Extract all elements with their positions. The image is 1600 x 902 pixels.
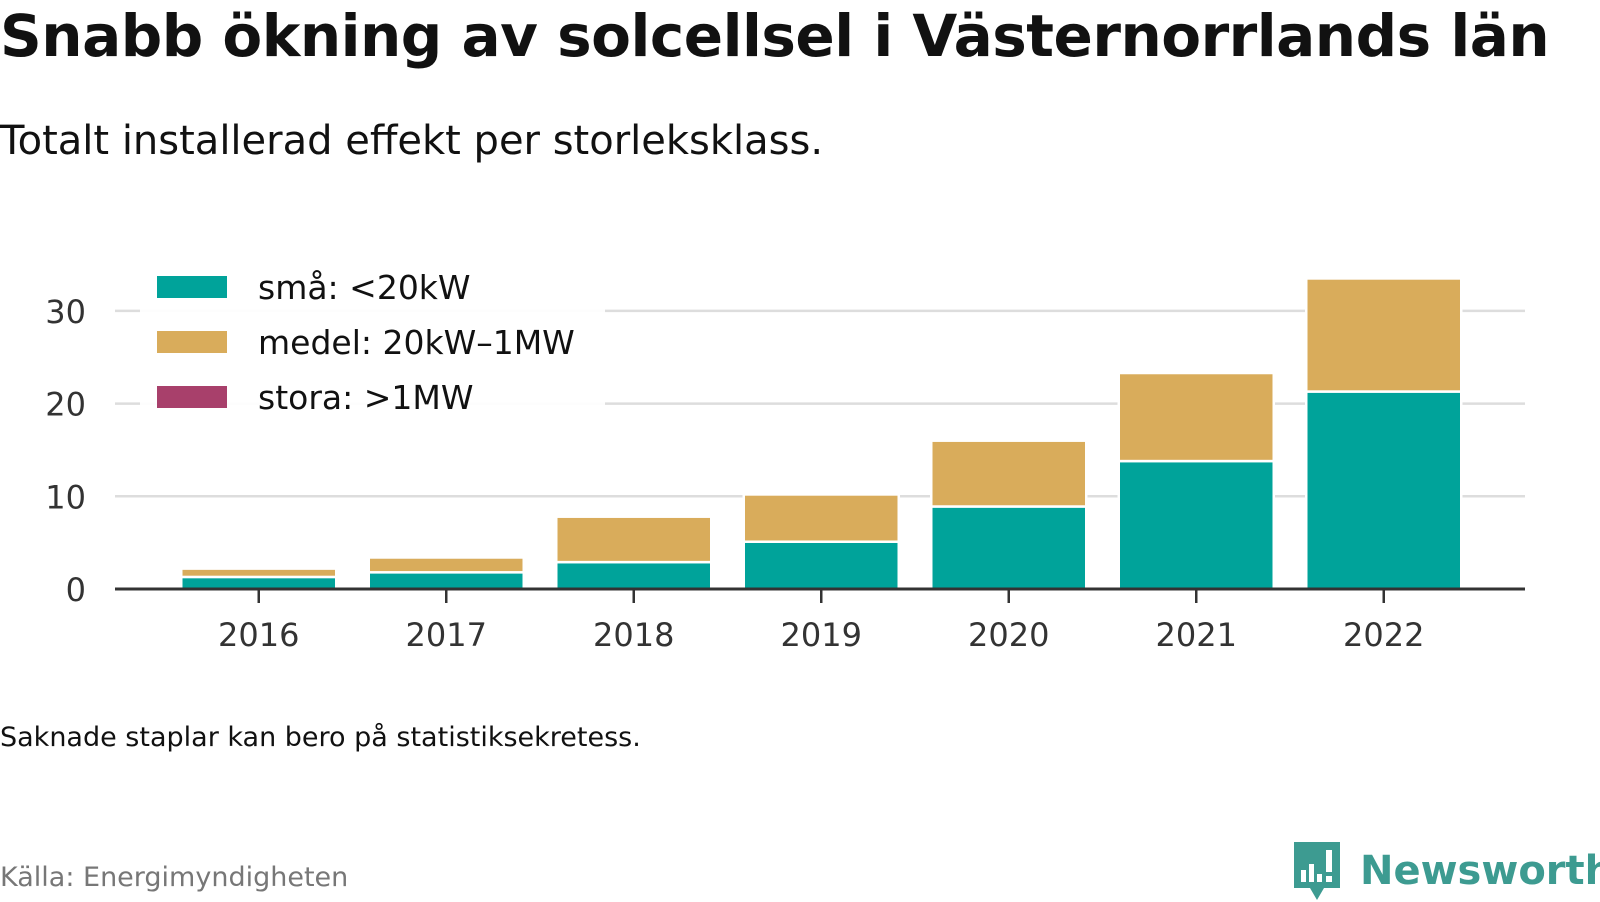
chart-subtitle: Totalt installerad effekt per storlekskl…: [0, 118, 824, 164]
bar-2021-series-1: [1117, 459, 1275, 591]
bar-2019-series-2: [742, 493, 900, 543]
x-tick-label-2016: 2016: [218, 616, 299, 654]
bar-2018-series-1: [555, 560, 713, 591]
y-tick-label: 20: [45, 386, 86, 424]
brand-logo[interactable]: Newsworthy: [1292, 840, 1600, 902]
bar-2018-series-2: [555, 515, 713, 564]
legend-swatch-2: [157, 331, 227, 353]
y-tick-label: 10: [45, 478, 86, 516]
y-tick-label: 30: [45, 293, 86, 331]
x-axis-tick-labels: 2016 2017 2018 2019 2020 2021 2022: [218, 616, 1424, 654]
bar-2020-series-2: [930, 439, 1088, 508]
bar-2017-series-1: [367, 571, 525, 591]
chart-note: Saknade staplar kan bero på statistiksek…: [0, 722, 641, 753]
legend-label-1: små: <20kW: [258, 268, 471, 307]
source-text: Källa: Energimyndigheten: [0, 862, 349, 893]
legend-label-3: stora: >1MW: [258, 378, 473, 417]
bar-2016-series-1: [180, 575, 338, 591]
bars: [180, 277, 1463, 591]
stacked-bar-chart: 0 10 20 30 små: <20kW medel: 20kW–1MW stora: …: [45, 258, 1525, 654]
bar-2020-series-1: [930, 505, 1088, 591]
x-axis: [115, 587, 1525, 603]
bar-2021-series-2: [1117, 371, 1275, 463]
bar-2022-series-1: [1305, 390, 1463, 591]
legend-swatch-3: [157, 386, 227, 408]
legend-swatch-1: [157, 276, 227, 298]
y-axis-tick-labels: 0 10 20 30: [45, 293, 86, 609]
bar-2022-series-2: [1305, 277, 1463, 393]
bar-2017-series-2: [367, 556, 525, 574]
legend-label-2: medel: 20kW–1MW: [258, 323, 575, 362]
x-tick-label-2018: 2018: [593, 616, 674, 654]
brand-name: Newsworthy: [1360, 848, 1600, 894]
bar-2019-series-1: [742, 540, 900, 591]
y-tick-label: 0: [66, 571, 86, 609]
bar-2016-series-2: [180, 567, 338, 579]
chart-title: Snabb ökning av solcellsel i Västernorrl…: [0, 2, 1550, 70]
legend: små: <20kW medel: 20kW–1MW stora: >1MW: [140, 258, 605, 428]
x-tick-label-2017: 2017: [406, 616, 487, 654]
x-tick-label-2020: 2020: [968, 616, 1049, 654]
x-tick-label-2019: 2019: [781, 616, 862, 654]
x-tick-label-2022: 2022: [1343, 616, 1424, 654]
newsworthy-logo-icon: [1294, 842, 1340, 900]
x-tick-label-2021: 2021: [1156, 616, 1237, 654]
